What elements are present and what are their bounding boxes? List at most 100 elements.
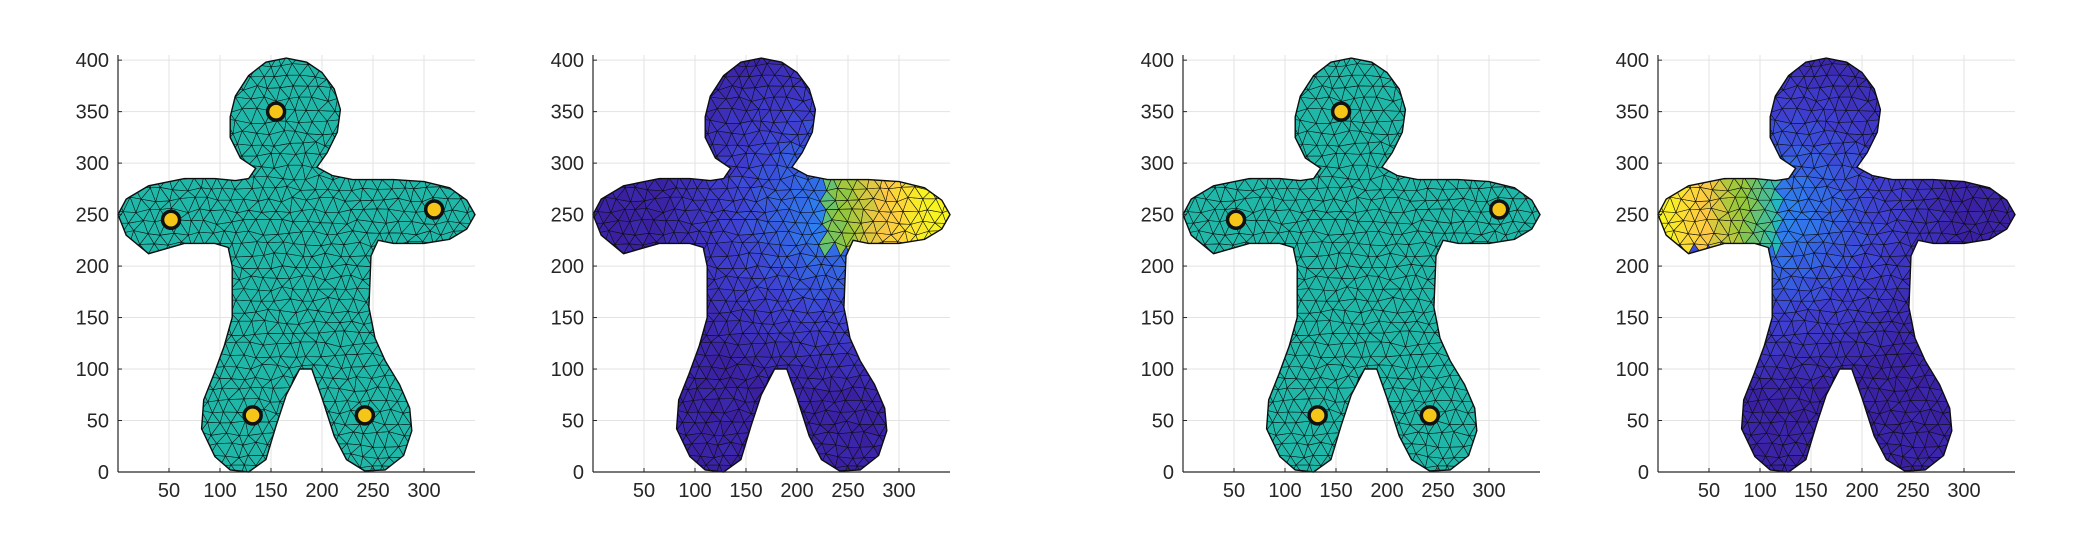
mesh-triangle [1408, 467, 1426, 472]
marker-point-1 [265, 101, 287, 122]
x-tick-label: 100 [1268, 480, 1301, 502]
y-tick-label: 200 [1616, 256, 1649, 278]
y-tick-label: 300 [76, 153, 109, 175]
mesh-triangle [343, 467, 361, 472]
mesh-triangle [1802, 454, 1816, 470]
y-tick-label: 350 [1141, 102, 1174, 124]
mesh-triangle [1719, 167, 1735, 180]
y-tick-label: 300 [551, 153, 584, 175]
y-tick-label: 0 [98, 462, 109, 484]
marker-point-2 [160, 209, 182, 230]
marker-point-2 [1225, 209, 1247, 230]
mesh-triangle [625, 175, 636, 189]
y-tick-label: 0 [1638, 462, 1649, 484]
y-tick-label: 250 [76, 205, 109, 227]
chart-panel-3: 50 100 150 200 250 300 0 50 100 150 200 250 300 350 40… [1141, 50, 1541, 502]
mesh-triangle [1921, 465, 1939, 472]
x-tick-label: 300 [1472, 480, 1505, 502]
mesh-triangle [1915, 163, 1930, 180]
y-tick-label: 150 [551, 308, 584, 330]
y-tick-label: 400 [1141, 50, 1174, 72]
mesh-triangle [1446, 465, 1464, 472]
x-tick-label: 50 [158, 480, 180, 502]
y-tick-label: 300 [1616, 153, 1649, 175]
x-tick-label: 100 [203, 480, 236, 502]
mesh-triangle [1391, 65, 1404, 80]
mesh-triangle [1440, 163, 1455, 180]
y-tick-label: 200 [551, 256, 584, 278]
mesh-triangle [1950, 410, 1965, 426]
y-tick-label: 150 [1141, 308, 1174, 330]
x-tick-label: 150 [729, 480, 762, 502]
mesh-triangle [172, 163, 188, 180]
mesh-triangle [168, 163, 180, 180]
mesh-triangle [293, 376, 309, 388]
x-tick-label: 50 [1698, 480, 1720, 502]
y-tick-label: 100 [76, 359, 109, 381]
x-tick-label: 250 [1421, 480, 1454, 502]
mesh-triangle [226, 87, 236, 100]
x-tick-label: 300 [1947, 480, 1980, 502]
mesh-triangle [410, 410, 425, 426]
mesh-triangle [1866, 65, 1879, 80]
chart-panel-2: 50 100 150 200 250 300 0 50 100 150 200 250 300 350 40… [551, 50, 951, 502]
mesh-triangle [209, 331, 226, 344]
mesh-triangle [1215, 175, 1226, 189]
mesh-triangle [1763, 143, 1778, 156]
mesh-triangle [719, 164, 730, 178]
mesh-triangle [1475, 410, 1490, 426]
marker-group [1225, 101, 1510, 426]
marker-group [160, 101, 445, 426]
mesh-triangle [1291, 87, 1301, 100]
axes: 50 100 150 200 250 300 0 50 100 150 200 250 300 350 40… [551, 50, 950, 502]
mesh-triangle [1883, 467, 1901, 472]
x-tick-label: 300 [882, 480, 915, 502]
marker-point-1 [1330, 101, 1352, 122]
y-tick-label: 100 [1616, 359, 1649, 381]
mesh-triangle [179, 167, 195, 180]
mesh-triangle [118, 187, 131, 198]
x-tick-label: 200 [780, 480, 813, 502]
marker-point-4 [242, 405, 263, 426]
y-tick-label: 100 [1141, 359, 1174, 381]
body-outline [117, 57, 476, 473]
y-tick-label: 50 [1152, 411, 1174, 433]
mesh-triangle [1433, 166, 1448, 180]
axes: 50 100 150 200 250 300 0 50 100 150 200 250 300 350 40… [1616, 50, 2015, 502]
body-outline [592, 57, 951, 473]
mesh-triangle [410, 421, 425, 436]
y-tick-label: 50 [1627, 411, 1649, 433]
y-tick-label: 200 [1141, 256, 1174, 278]
y-tick-label: 200 [76, 256, 109, 278]
mesh-triangle [885, 421, 900, 436]
mesh-triangle [850, 163, 865, 180]
y-tick-label: 300 [1141, 153, 1174, 175]
x-tick-label: 250 [831, 480, 864, 502]
mesh-triangle [1766, 87, 1776, 100]
mesh-triangle [223, 143, 238, 156]
x-tick-label: 50 [1223, 480, 1245, 502]
x-tick-label: 150 [1319, 480, 1352, 502]
mesh-triangle [737, 454, 751, 470]
y-tick-label: 400 [76, 50, 109, 72]
mesh-triangle [381, 163, 396, 180]
mesh-triangle [1712, 163, 1728, 180]
mesh-triangle [368, 166, 383, 180]
mesh-triangle [1475, 421, 1490, 436]
mesh-triangle [701, 87, 711, 100]
x-tick-label: 200 [1370, 480, 1403, 502]
mesh-triangle [1708, 163, 1720, 180]
mesh-triangle [654, 167, 670, 180]
y-tick-label: 150 [1616, 308, 1649, 330]
mesh-triangle [856, 465, 874, 472]
x-tick-label: 200 [1845, 480, 1878, 502]
mesh-triangle [1658, 187, 1671, 198]
y-tick-label: 350 [551, 102, 584, 124]
chart-panel-4: 50 100 150 200 250 300 0 50 100 150 200 250 300 350 40… [1616, 50, 2016, 502]
x-tick-label: 200 [305, 480, 338, 502]
y-tick-label: 50 [562, 411, 584, 433]
mesh-triangle [801, 65, 814, 80]
body-outline [1657, 57, 2016, 473]
y-tick-label: 250 [1141, 205, 1174, 227]
